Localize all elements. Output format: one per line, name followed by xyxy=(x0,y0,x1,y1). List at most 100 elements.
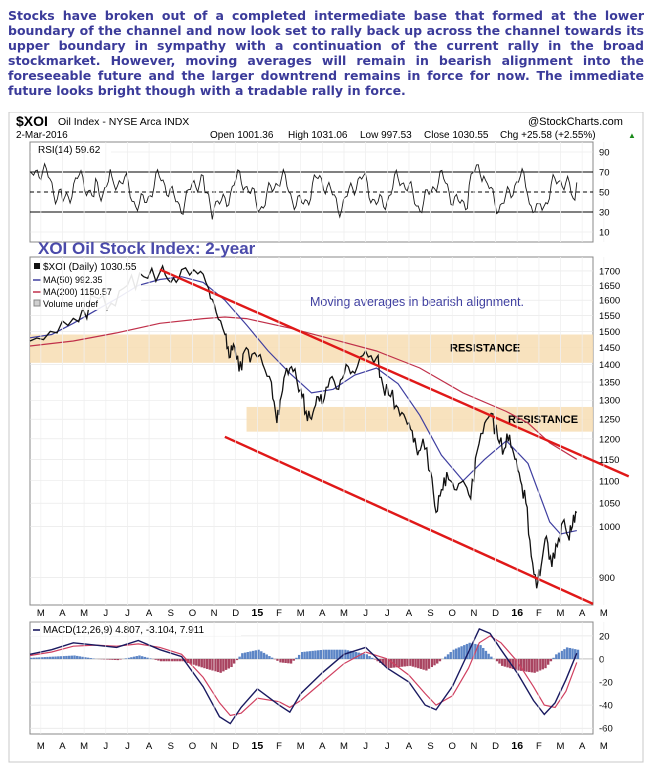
x-axis-month-label: M xyxy=(557,741,565,752)
macd-histogram-bar xyxy=(176,658,179,662)
macd-histogram-bar xyxy=(205,658,209,669)
macd-histogram-bar xyxy=(276,658,279,661)
x-axis-month-label: M xyxy=(297,741,305,752)
macd-histogram-bar xyxy=(300,652,304,659)
x-axis-month-label: M xyxy=(80,741,88,752)
x-axis-month-label: M xyxy=(600,608,608,619)
macd-histogram-bar xyxy=(454,648,458,659)
macd-histogram-bar xyxy=(235,658,239,661)
macd-histogram-bar xyxy=(230,658,233,668)
macd-histogram-bar xyxy=(67,655,71,659)
macd-histogram-bar xyxy=(154,658,157,660)
rsi-tick-label: 10 xyxy=(599,228,610,239)
macd-legend-bg xyxy=(31,623,241,636)
macd-histogram-bar xyxy=(322,649,325,659)
macd-histogram-bar xyxy=(119,658,122,660)
x-axis-month-label: 16 xyxy=(511,740,523,752)
macd-histogram-bar xyxy=(536,658,539,672)
macd-histogram-bar xyxy=(487,653,490,659)
macd-histogram-bar xyxy=(460,646,463,659)
macd-histogram-bar xyxy=(289,658,293,664)
x-axis-month-label: N xyxy=(470,741,477,752)
open-value: Open 1001.36 xyxy=(210,130,274,141)
macd-histogram-bar xyxy=(563,649,566,659)
price-tick-label: 1400 xyxy=(599,360,620,371)
macd-histogram-bar xyxy=(251,650,255,659)
macd-histogram-bar xyxy=(335,649,339,659)
resistance-band-upper xyxy=(30,334,593,363)
macd-histogram-bar xyxy=(297,654,301,659)
macd-histogram-bar xyxy=(111,658,114,660)
rsi-legend-bg xyxy=(31,143,111,156)
macd-histogram-bar xyxy=(503,658,507,667)
macd-histogram-bar xyxy=(178,658,182,662)
macd-histogram-bar xyxy=(465,643,469,659)
macd-histogram-bar xyxy=(371,657,374,659)
x-axis-month-label: O xyxy=(449,608,456,619)
chart-symbol: $XOI xyxy=(16,113,48,129)
price-tick-label: 1100 xyxy=(599,476,619,487)
macd-histogram-bar xyxy=(522,658,526,672)
macd-histogram-bar xyxy=(546,658,550,665)
macd-histogram-bar xyxy=(124,658,128,659)
macd-histogram-bar xyxy=(222,658,225,672)
volume-legend-swatch xyxy=(33,299,41,307)
macd-histogram-bar xyxy=(43,657,46,659)
macd-histogram-bar xyxy=(108,658,111,660)
macd-histogram-bar xyxy=(541,658,544,670)
macd-histogram-bar xyxy=(565,647,569,659)
chart-date: 2-Mar-2016 xyxy=(16,130,68,141)
macd-histogram-bar xyxy=(208,658,212,670)
macd-histogram-bar xyxy=(165,658,168,662)
x-axis-month-label: J xyxy=(103,741,108,752)
price-tick-label: 1700 xyxy=(599,266,620,277)
macd-histogram-bar xyxy=(233,658,236,664)
macd-histogram-bar xyxy=(552,657,555,659)
macd-label: MACD(12,26,9) 4.807, -3.104, 7.911 xyxy=(43,625,204,636)
close-value: Close 1030.55 xyxy=(424,130,489,141)
macd-histogram-bar xyxy=(479,645,482,659)
macd-tick-label: -40 xyxy=(599,701,613,712)
x-axis-month-label: A xyxy=(579,608,586,619)
x-axis-month-label: D xyxy=(492,608,499,619)
ma50-legend: MA(50) 992.35 xyxy=(43,275,103,285)
macd-histogram-bar xyxy=(62,656,65,659)
x-axis-month-label: A xyxy=(146,608,153,619)
x-axis-month-label: F xyxy=(276,741,282,752)
macd-histogram-bar xyxy=(57,656,60,659)
macd-histogram-bar xyxy=(373,658,377,660)
rsi-label: RSI(14) 59.62 xyxy=(38,145,101,156)
macd-histogram-bar xyxy=(135,656,138,659)
macd-histogram-bar xyxy=(484,650,488,659)
macd-histogram-bar xyxy=(116,658,120,661)
macd-histogram-bar xyxy=(362,653,366,659)
x-axis-month-label: 15 xyxy=(252,740,264,752)
x-axis-month-label: D xyxy=(232,608,239,619)
macd-histogram-bar xyxy=(216,658,220,673)
macd-histogram-bar xyxy=(525,658,528,672)
macd-histogram-bar xyxy=(408,658,412,666)
macd-histogram-bar xyxy=(352,651,355,659)
macd-histogram-bar xyxy=(195,658,198,666)
macd-histogram-bar xyxy=(571,648,574,659)
resistance-label-upper: RESISTANCE xyxy=(450,343,520,355)
macd-histogram-bar xyxy=(127,657,130,659)
macd-histogram-bar xyxy=(48,656,52,659)
macd-histogram-bar xyxy=(395,658,398,668)
xoi-stockchart: $XOI Oil Index - NYSE Arca INDX @StockCh… xyxy=(8,112,644,763)
macd-histogram-bar xyxy=(490,656,493,659)
macd-histogram-bar xyxy=(241,653,244,659)
x-axis-month-label: 16 xyxy=(511,607,523,619)
high-value: High 1031.06 xyxy=(288,130,348,141)
macd-histogram-bar xyxy=(84,657,87,659)
change-up-mark: ▲ xyxy=(628,131,636,140)
low-value: Low 997.53 xyxy=(360,130,412,141)
macd-histogram-bar xyxy=(419,658,423,669)
price-legend: $XOI (Daily) 1030.55 xyxy=(43,262,137,273)
macd-histogram-bar xyxy=(211,658,214,671)
x-axis-month-label: J xyxy=(385,608,390,619)
rsi-axis: 10 30 50 70 90 xyxy=(599,148,610,239)
x-axis-month-label: F xyxy=(276,608,282,619)
macd-histogram-bar xyxy=(140,656,144,659)
x-axis-month-label: D xyxy=(232,741,239,752)
